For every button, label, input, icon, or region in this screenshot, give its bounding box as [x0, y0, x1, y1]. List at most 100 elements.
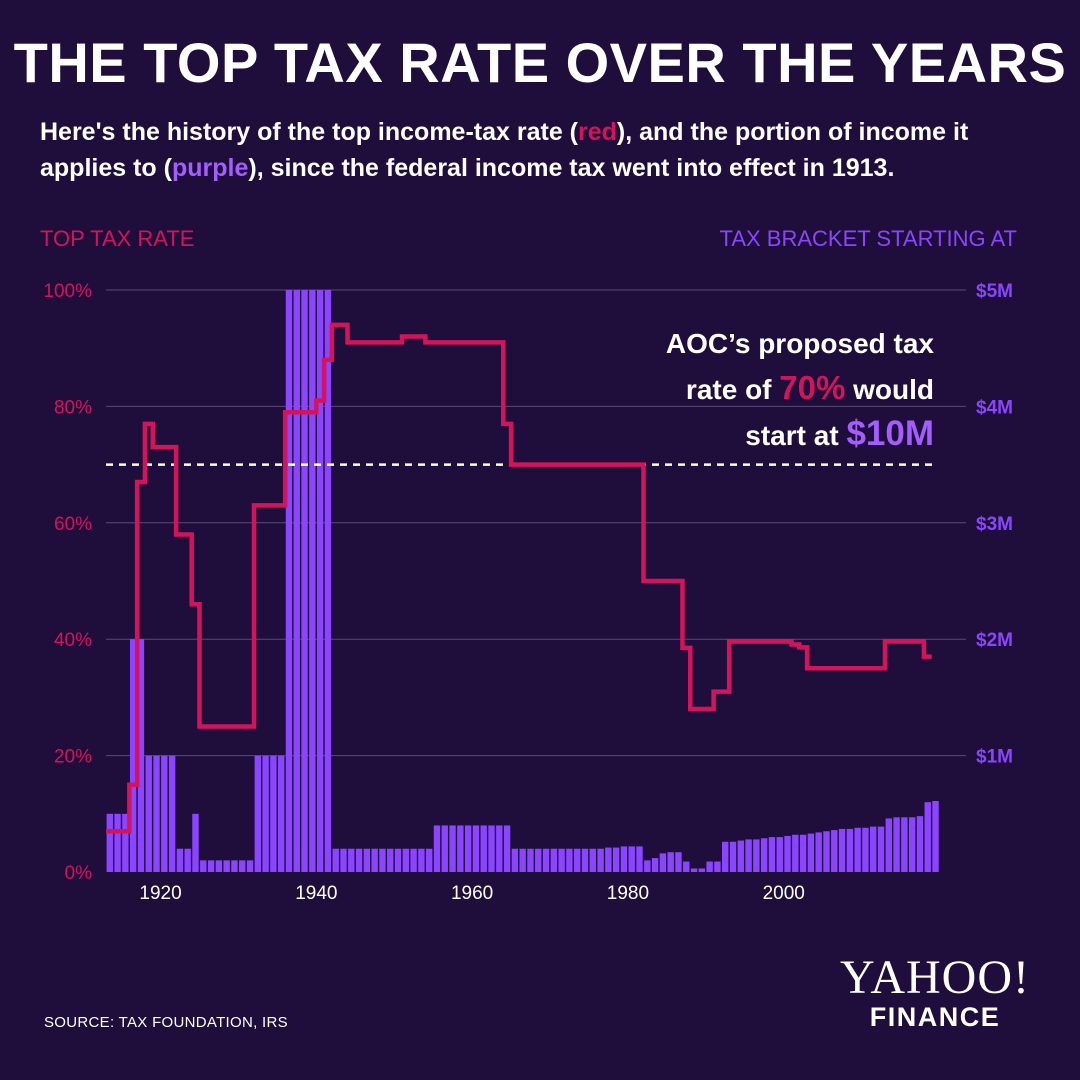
bracket-bar [846, 828, 854, 872]
right-tick-label: $2M [976, 630, 1013, 651]
annotation-rate-prefix: rate of [685, 374, 772, 405]
bracket-bar [527, 848, 534, 872]
bracket-bar [457, 825, 464, 872]
bracket-bar [394, 848, 402, 872]
bracket-bar [784, 835, 791, 872]
bracket-bar [145, 755, 152, 872]
bracket-bar [799, 834, 807, 872]
x-tick-label: 1980 [607, 883, 649, 904]
bracket-bar [893, 817, 900, 872]
bracket-bar [449, 825, 456, 872]
bracket-bar [301, 290, 308, 872]
bracket-bar [831, 830, 838, 872]
bracket-bar [815, 832, 822, 872]
bracket-bar [340, 848, 347, 872]
bracket-bar [838, 828, 846, 872]
bracket-bar [737, 840, 744, 872]
bracket-bar [488, 825, 495, 872]
bracket-bar [277, 755, 285, 872]
bracket-bar [901, 817, 908, 872]
bracket-bar [605, 847, 612, 872]
bracket-bar [387, 848, 394, 872]
bracket-bar [254, 755, 261, 872]
left-tick-label: 0% [65, 863, 93, 884]
bracket-bar [402, 848, 410, 872]
logo-yahoo-text: YAHOO! [840, 951, 1030, 1004]
bracket-bar [683, 861, 690, 872]
x-tick-label: 1920 [139, 883, 181, 904]
bracket-bar [651, 858, 659, 872]
bracket-bar [519, 848, 526, 872]
bracket-bar [348, 848, 355, 872]
bracket-bar [908, 817, 916, 872]
bracket-bar [644, 860, 651, 872]
bracket-bar [223, 860, 230, 872]
bracket-bar [729, 841, 737, 872]
bracket-bar [877, 826, 885, 872]
bracket-bar [309, 290, 316, 872]
bracket-bar [760, 838, 768, 872]
bracket-bar [776, 837, 783, 872]
yahoo-finance-logo: YAHOO! FINANCE [840, 950, 1030, 1033]
bracket-bar [207, 860, 215, 872]
bracket-bar [714, 861, 721, 872]
tax-rate-line [106, 322, 932, 834]
bracket-bar [293, 290, 300, 872]
bracket-bar [153, 755, 160, 872]
bracket-bar [916, 816, 924, 872]
left-tick-label: 20% [54, 747, 92, 768]
annotation-line-2: rate of 70% would [666, 366, 934, 412]
bracket-bar [137, 639, 145, 872]
x-tick-label: 1940 [295, 883, 337, 904]
bracket-bar [472, 825, 480, 872]
bracket-bar [480, 825, 487, 872]
bracket-bar [496, 825, 503, 872]
bracket-bar [924, 802, 931, 872]
annotation-rate-value: 70% [779, 369, 846, 406]
bracket-bar [239, 860, 246, 872]
bracket-bar [114, 813, 121, 872]
bracket-bar [722, 841, 729, 872]
bracket-bar [332, 848, 339, 872]
bracket-bar [379, 848, 386, 872]
bracket-bar [659, 853, 667, 872]
bracket-bar [316, 290, 324, 872]
source-note: SOURCE: TAX FOUNDATION, IRS [44, 1014, 288, 1031]
annotation-amount-prefix: start at [745, 420, 839, 451]
bracket-bar [636, 846, 643, 872]
bracket-bar [885, 818, 892, 872]
subtitle-red-word: red [578, 118, 617, 146]
tax-rate-line-layer [106, 322, 932, 834]
right-tick-label: $5M [976, 281, 1013, 302]
subtitle: Here's the history of the top income-tax… [40, 114, 1050, 186]
subtitle-text-1: Here's the history of the top income-tax… [40, 118, 578, 146]
bracket-bar [285, 290, 293, 872]
left-tick-label: 80% [54, 397, 92, 418]
bracket-bar [558, 848, 565, 872]
bracket-bar [620, 846, 628, 872]
bracket-bar [823, 831, 830, 872]
bracket-bar [612, 847, 620, 872]
bracket-bar [355, 848, 363, 872]
bracket-bar [200, 860, 207, 872]
left-tick-label: 40% [54, 630, 92, 651]
left-axis-title: TOP TAX RATE [40, 226, 195, 251]
bracket-bar [535, 848, 542, 872]
bracket-bar [184, 848, 191, 872]
bracket-bar [231, 860, 238, 872]
bracket-bar [122, 813, 129, 872]
bracket-bar [807, 833, 815, 872]
bracket-bar [675, 852, 682, 872]
bracket-bar [262, 755, 269, 872]
bracket-bar [363, 848, 371, 872]
bracket-bar [425, 848, 433, 872]
bracket-bar [161, 755, 168, 872]
bracket-bar [503, 825, 511, 872]
bracket-bar [667, 852, 674, 872]
left-tick-label: 100% [43, 281, 92, 302]
bracket-bar [574, 848, 581, 872]
grid-lines [106, 289, 966, 757]
bracket-bar [410, 848, 417, 872]
subtitle-text-3: ), since the federal income tax went int… [248, 154, 895, 182]
